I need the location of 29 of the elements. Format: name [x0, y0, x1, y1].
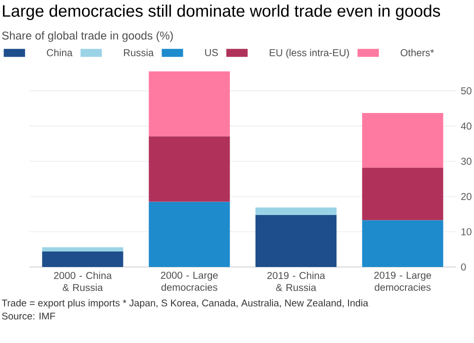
bar: [42, 251, 124, 267]
x-tick-label: 2019 - China & Russia: [267, 272, 326, 292]
y-tick-label: 40: [460, 122, 472, 130]
legend-label: Others*: [400, 48, 434, 56]
legend-label: EU (less intra-EU): [270, 48, 349, 58]
bar: [148, 136, 230, 202]
bar: [148, 71, 230, 136]
bar: [255, 207, 337, 215]
x-tick-label: 2000 - Large democracies: [160, 272, 218, 291]
bar: [148, 202, 230, 267]
bar: [362, 113, 444, 168]
source-note: Source: IMF: [2, 312, 56, 320]
legend-label: China: [46, 48, 73, 56]
y-tick-label: 10: [461, 228, 472, 236]
y-tick-label: 0: [461, 263, 466, 271]
x-tick-label: 2000 - China & Russia: [54, 272, 112, 292]
legend-label: Russia: [124, 48, 154, 56]
y-tick-label: 50: [461, 87, 472, 94]
chart-title: Large democracies still dominate world trade even in goods: [2, 4, 440, 20]
bar: [42, 247, 124, 252]
y-tick-label: 30: [461, 158, 472, 165]
bar: [362, 168, 444, 220]
bar: [362, 220, 444, 267]
x-tick-label: 2019 - Large democracies: [374, 272, 432, 291]
y-tick-label: 20: [461, 192, 472, 200]
bar: [255, 214, 337, 267]
text: Trade = export plus imports * Japan, S Korea, Canada, Australia, New Zealand, India: [2, 299, 368, 308]
chart-subtitle: Share of global trade in goods (%): [2, 31, 173, 42]
legend-label: US: [205, 49, 218, 56]
